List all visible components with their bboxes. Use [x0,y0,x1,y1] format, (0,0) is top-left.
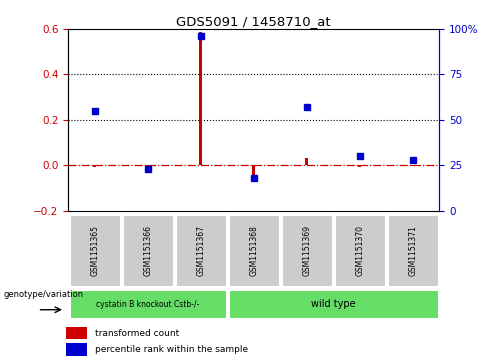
Text: wild type: wild type [311,299,356,309]
FancyBboxPatch shape [176,215,225,286]
Text: GSM1151370: GSM1151370 [355,225,364,276]
Text: percentile rank within the sample: percentile rank within the sample [95,345,248,354]
FancyBboxPatch shape [123,215,173,286]
Bar [146,165,149,168]
FancyBboxPatch shape [229,215,279,286]
Bar [411,165,414,166]
Text: GSM1151371: GSM1151371 [408,225,417,276]
Bar [66,343,87,356]
Text: GSM1151369: GSM1151369 [302,225,311,276]
FancyBboxPatch shape [229,290,438,318]
Bar [66,327,87,339]
FancyBboxPatch shape [70,215,120,286]
Bar [305,158,308,165]
Text: cystatin B knockout Cstb-/-: cystatin B knockout Cstb-/- [96,299,200,309]
FancyBboxPatch shape [282,215,332,286]
Title: GDS5091 / 1458710_at: GDS5091 / 1458710_at [177,15,331,28]
FancyBboxPatch shape [335,215,385,286]
Bar [358,165,361,167]
Bar [93,165,97,167]
Text: GSM1151367: GSM1151367 [196,225,205,276]
FancyBboxPatch shape [70,290,225,318]
Text: GSM1151365: GSM1151365 [90,225,100,276]
Text: transformed count: transformed count [95,329,179,338]
Text: genotype/variation: genotype/variation [3,290,83,299]
Text: GSM1151368: GSM1151368 [249,225,258,276]
Text: GSM1151366: GSM1151366 [143,225,152,276]
FancyBboxPatch shape [388,215,438,286]
Bar [252,165,255,182]
Bar [199,32,203,165]
